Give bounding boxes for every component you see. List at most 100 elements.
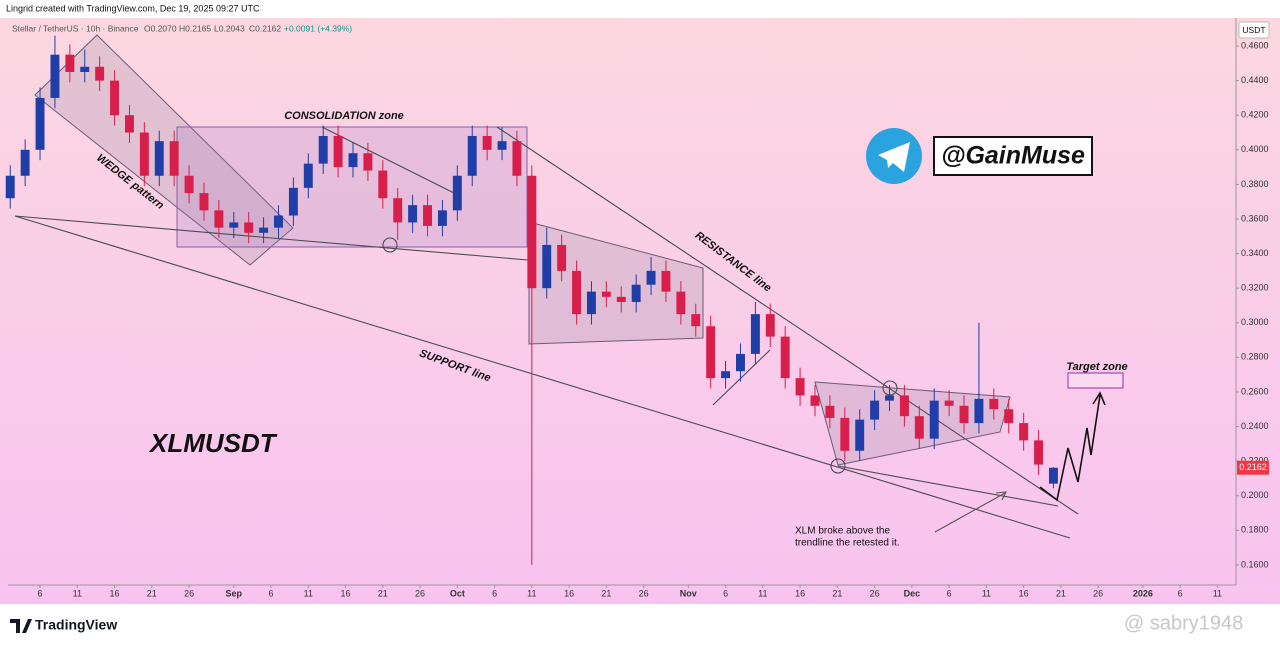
- x-tick-label: 11: [304, 588, 313, 598]
- candle-body: [721, 371, 731, 379]
- x-tick-label: Oct: [450, 588, 465, 598]
- candle-body: [139, 132, 149, 176]
- candle-body: [259, 227, 269, 233]
- candle-body: [840, 417, 850, 451]
- y-tick-label: 0.3600: [1241, 213, 1269, 223]
- y-tick-label: 0.2200: [1241, 456, 1269, 466]
- candle-body: [497, 141, 507, 150]
- x-tick-label: 11: [527, 588, 536, 598]
- candle-body: [50, 54, 60, 98]
- header-band: [0, 0, 1280, 18]
- y-tick-label: 0.4200: [1241, 110, 1269, 120]
- touch-circle: [382, 237, 398, 253]
- header: Lingrid created with TradingView.com, De…: [6, 3, 260, 13]
- x-tick-label: 21: [601, 588, 611, 598]
- ohlc: C0.2162: [249, 23, 281, 33]
- candle-body: [572, 270, 582, 315]
- x-tick-label: 6: [1178, 588, 1183, 598]
- candle-body: [855, 419, 865, 451]
- note-line: trendline the retested it.: [795, 538, 900, 549]
- handle-box: [933, 136, 1093, 176]
- consolidation-label: CONSOLIDATION zone: [284, 110, 404, 122]
- candle-body: [95, 66, 105, 81]
- candle-body: [944, 400, 954, 406]
- brand: TradingView: [35, 617, 117, 633]
- target-label: Target zone: [1066, 361, 1127, 373]
- candle-body: [557, 244, 567, 271]
- y-tick-label: 0.4400: [1241, 75, 1269, 85]
- brand-logo: [10, 619, 32, 633]
- target-box: [1067, 372, 1124, 389]
- x-tick-label: 26: [415, 588, 425, 598]
- x-tick-label: 16: [795, 588, 805, 598]
- candle-body: [184, 175, 194, 194]
- y-tick-label: 0.2000: [1241, 490, 1269, 500]
- candle-body: [512, 141, 522, 176]
- y-tick-label: 0.4000: [1241, 144, 1269, 154]
- projection-path: [1039, 394, 1101, 502]
- candle-body: [601, 291, 611, 297]
- ohlc: H0.2165: [179, 23, 211, 33]
- candle-body: [899, 395, 909, 417]
- candle-body: [378, 170, 388, 199]
- candle-body: [616, 296, 626, 303]
- candle-body: [80, 66, 90, 72]
- candle-body: [408, 205, 418, 223]
- x-tick-label: 21: [832, 588, 842, 598]
- candle-body: [661, 270, 671, 292]
- x-tick-label: 21: [1056, 588, 1066, 598]
- x-tick-label: Dec: [904, 588, 921, 598]
- candle-body: [825, 405, 835, 418]
- x-tick-label: Nov: [680, 588, 697, 598]
- candle-body: [1019, 423, 1029, 441]
- candle-body: [169, 141, 179, 176]
- candle-body: [20, 149, 30, 176]
- y-tick-label: 0.1800: [1241, 525, 1269, 535]
- candle-body: [1048, 467, 1058, 484]
- symbol-line: Stellar / TetherUS · 10h · Binance O0.20…: [12, 23, 352, 33]
- x-tick-label: 6: [492, 588, 497, 598]
- x-tick-label: 26: [870, 588, 880, 598]
- x-tick-label: 16: [1019, 588, 1029, 598]
- x-tick-label: 6: [269, 588, 274, 598]
- candle-body: [527, 175, 537, 289]
- candle-body: [65, 54, 75, 72]
- candle-body: [452, 175, 462, 211]
- candle-body: [765, 314, 775, 337]
- trend-line: [14, 215, 529, 261]
- ohlc-change: +0.0091 (+4.39%): [284, 23, 352, 33]
- candle-body: [691, 314, 701, 327]
- candle-body: [870, 400, 880, 420]
- trend-lines: [14, 126, 1106, 539]
- y-tick-label: 0.2800: [1241, 352, 1269, 362]
- candle-body: [110, 80, 120, 116]
- x-tick-label: 2026: [1133, 588, 1153, 598]
- note-line: XLM broke above the: [795, 526, 890, 537]
- last-price-label: 0.2162: [1239, 462, 1267, 472]
- candle-body: [423, 205, 432, 226]
- x-tick-label: 21: [147, 588, 157, 598]
- candle-body: [363, 153, 373, 171]
- candle-body: [750, 314, 760, 354]
- y-tick-label: 0.1600: [1241, 559, 1269, 569]
- y-tick-label: 0.3200: [1241, 283, 1269, 293]
- candle-body: [229, 222, 239, 228]
- x-tick-label: 26: [639, 588, 649, 598]
- x-tick-label: 21: [378, 588, 388, 598]
- candle-body: [929, 400, 939, 439]
- x-tick-label: 11: [982, 588, 991, 598]
- symbol: Stellar / TetherUS · 10h · Binance: [12, 23, 139, 33]
- candle-body: [676, 291, 686, 315]
- y-tick-label: 0.2600: [1241, 386, 1269, 396]
- candle-body: [244, 222, 254, 233]
- candle-body: [542, 244, 552, 289]
- candle-body: [736, 353, 745, 372]
- candle-body: [5, 175, 15, 199]
- note-arrowhead: [995, 491, 1007, 501]
- x-tick-label: 6: [947, 588, 952, 598]
- candle-body: [333, 135, 343, 168]
- candle-body: [288, 187, 298, 216]
- candle-body: [482, 135, 492, 150]
- ohlc: O0.2070: [144, 23, 177, 33]
